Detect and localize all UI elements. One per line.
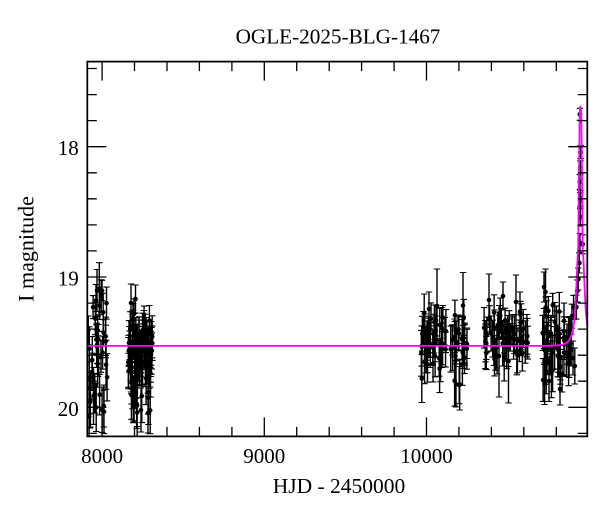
svg-text:OGLE-2025-BLG-1467: OGLE-2025-BLG-1467 (236, 25, 441, 49)
svg-text:HJD - 2450000: HJD - 2450000 (273, 474, 406, 498)
svg-text:18: 18 (58, 136, 79, 160)
svg-text:I magnitude: I magnitude (14, 196, 39, 302)
svg-text:20: 20 (58, 397, 79, 421)
svg-text:8000: 8000 (81, 444, 123, 468)
svg-text:10000: 10000 (400, 444, 453, 468)
svg-text:19: 19 (58, 266, 79, 290)
svg-text:9000: 9000 (243, 444, 285, 468)
